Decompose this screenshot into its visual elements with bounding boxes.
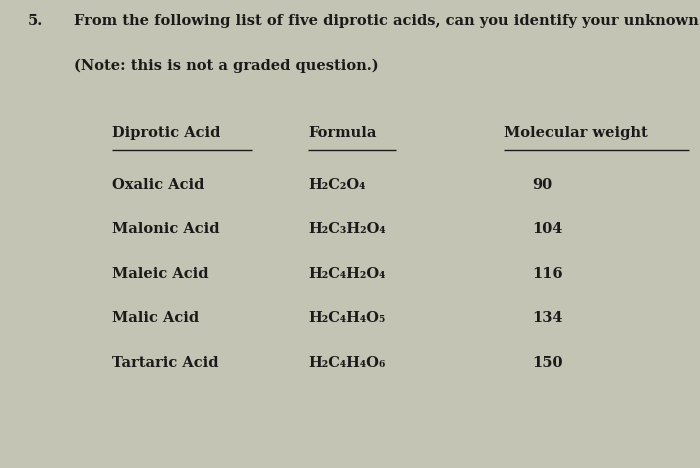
Text: H₂C₄H₂O₄: H₂C₄H₂O₄ <box>308 267 386 281</box>
Text: H₂C₄H₄O₆: H₂C₄H₄O₆ <box>308 356 386 370</box>
Text: Formula: Formula <box>308 126 377 140</box>
Text: Malic Acid: Malic Acid <box>112 311 199 325</box>
Text: H₂C₃H₂O₄: H₂C₃H₂O₄ <box>308 222 386 236</box>
Text: 150: 150 <box>532 356 563 370</box>
Text: 134: 134 <box>532 311 563 325</box>
Text: Diprotic Acid: Diprotic Acid <box>112 126 220 140</box>
Text: 104: 104 <box>532 222 562 236</box>
Text: 90: 90 <box>532 178 552 192</box>
Text: (Note: this is not a graded question.): (Note: this is not a graded question.) <box>74 58 378 73</box>
Text: From the following list of five diprotic acids, can you identify your unknown di: From the following list of five diprotic… <box>74 14 700 28</box>
Text: Maleic Acid: Maleic Acid <box>112 267 209 281</box>
Text: Molecular weight: Molecular weight <box>504 126 648 140</box>
Text: 5.: 5. <box>28 14 43 28</box>
Text: Tartaric Acid: Tartaric Acid <box>112 356 218 370</box>
Text: H₂C₂O₄: H₂C₂O₄ <box>308 178 365 192</box>
Text: H₂C₄H₄O₅: H₂C₄H₄O₅ <box>308 311 385 325</box>
Text: Malonic Acid: Malonic Acid <box>112 222 220 236</box>
Text: Oxalic Acid: Oxalic Acid <box>112 178 204 192</box>
Text: 116: 116 <box>532 267 563 281</box>
